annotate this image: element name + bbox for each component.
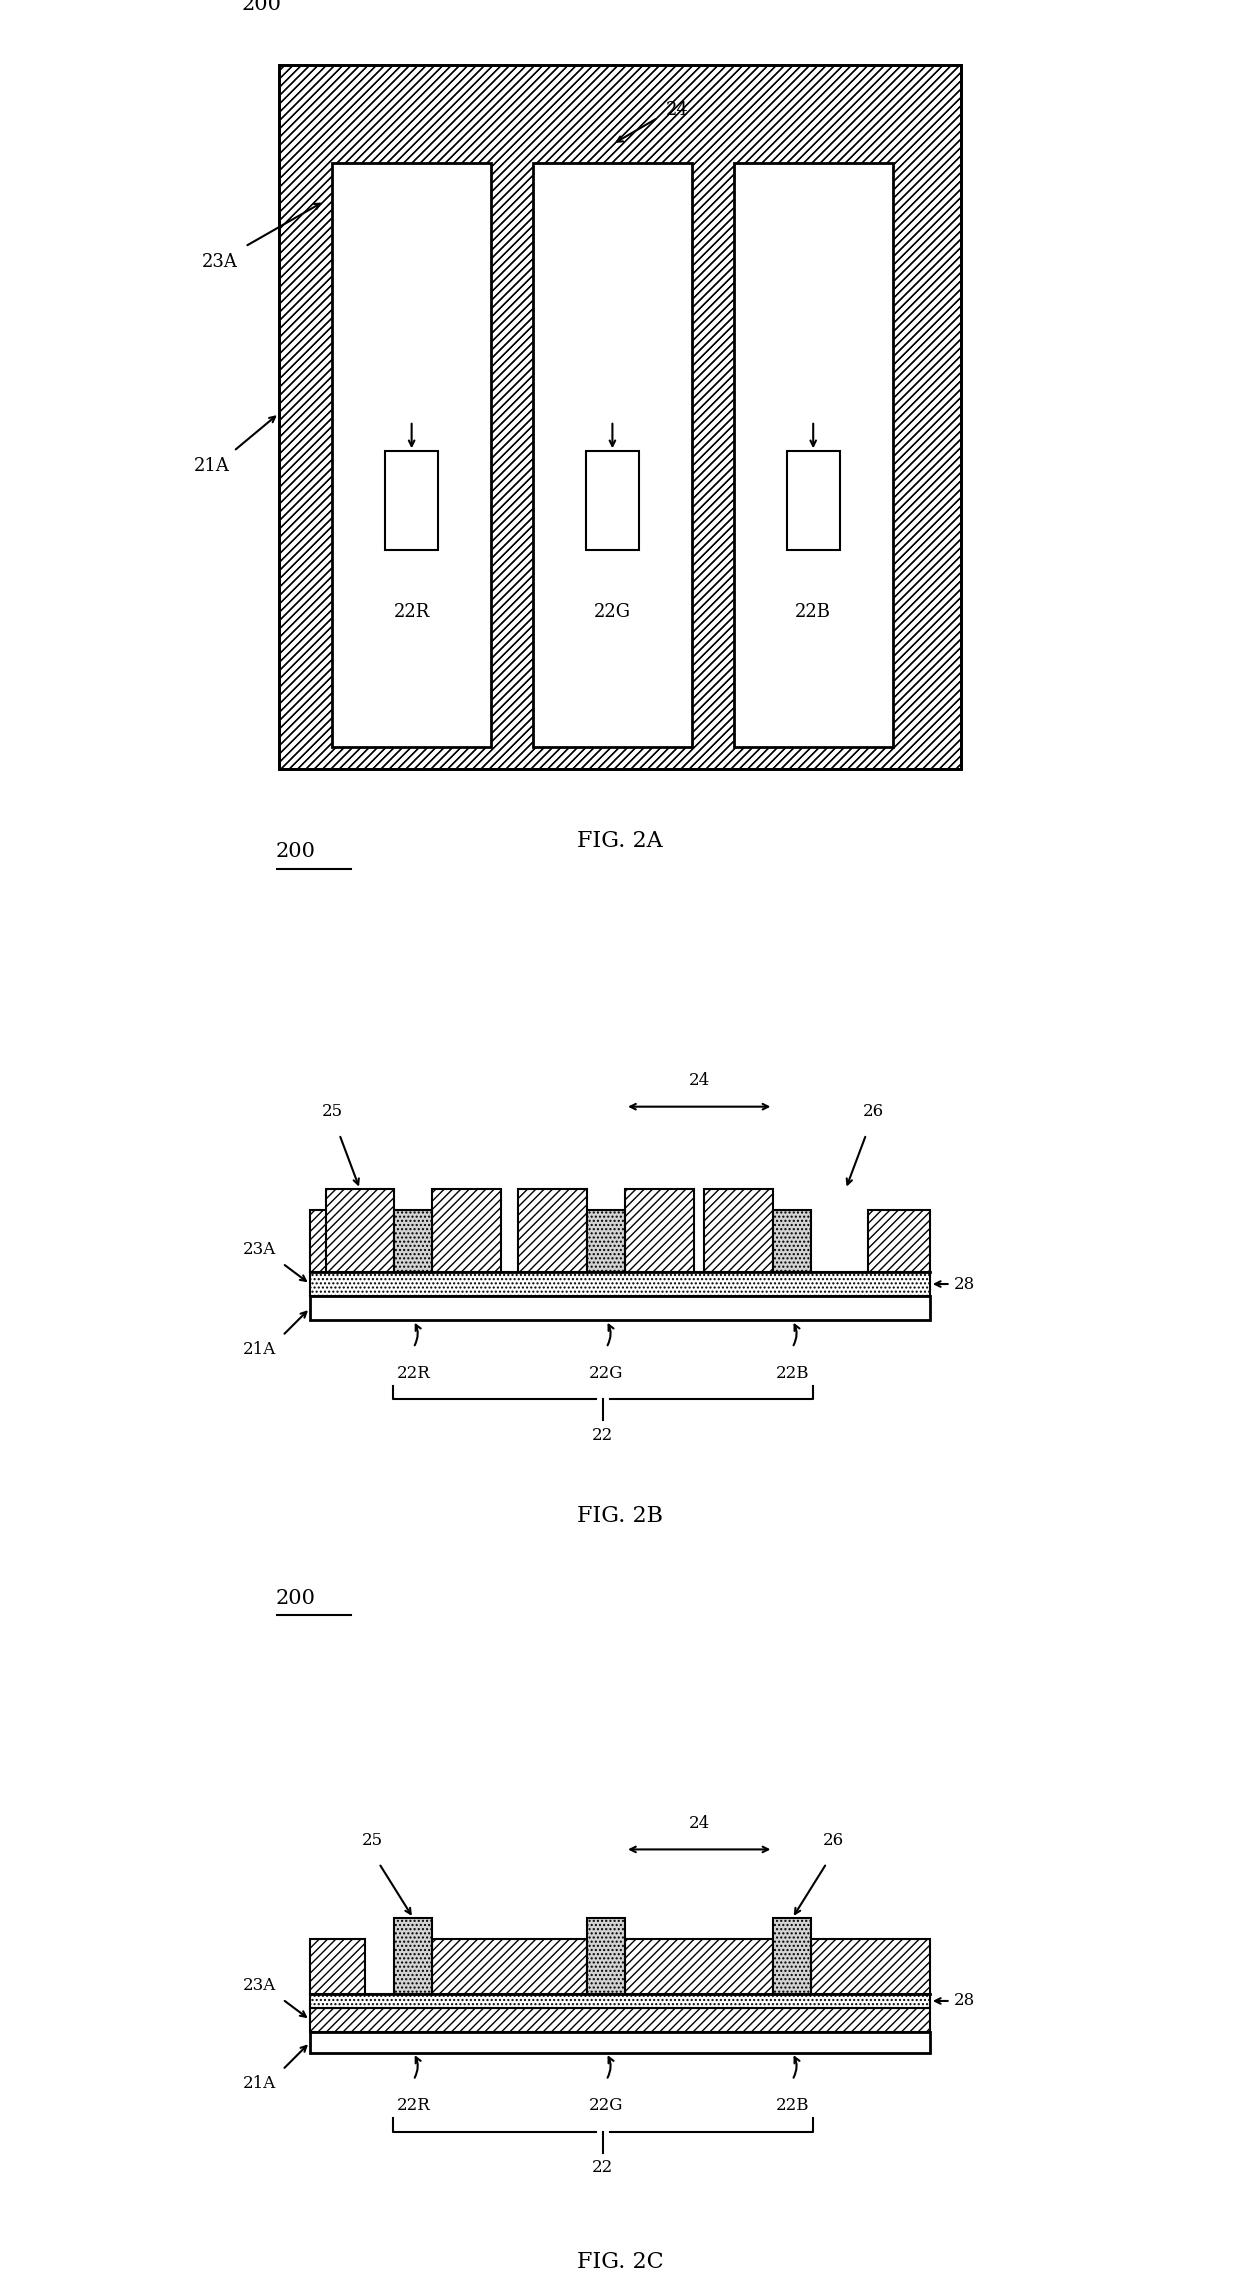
Bar [774,1919,811,1993]
Text: 21A: 21A [242,1341,275,1357]
Bar [433,1938,588,1993]
Bar [774,1210,811,1272]
Bar [310,2032,930,2053]
Bar [332,163,491,746]
Bar [310,1210,372,1272]
Text: 23A: 23A [201,253,237,271]
Text: 21A: 21A [242,2076,275,2092]
Text: 25: 25 [362,1832,383,1851]
Text: 22R: 22R [393,602,430,620]
Bar [588,1210,625,1272]
Text: 23A: 23A [242,1977,275,1993]
Text: 22: 22 [593,1426,614,1444]
Bar [326,1189,394,1272]
Bar [394,1919,433,1993]
Text: 22G: 22G [589,2099,624,2115]
Bar [394,1210,433,1272]
Bar [811,1938,930,1993]
Text: FIG. 2A: FIG. 2A [577,829,663,852]
Bar [587,450,639,549]
Bar [310,1295,930,1320]
Text: 21A: 21A [193,457,229,475]
Bar [734,163,893,746]
Text: 200: 200 [275,1589,316,1607]
Text: 22B: 22B [775,2099,808,2115]
Bar [310,1272,930,1295]
Bar [310,2007,930,2032]
Bar [786,450,839,549]
Text: 26: 26 [863,1104,884,1120]
Bar [310,1938,365,1993]
Text: 22G: 22G [589,1364,624,1382]
Text: 25: 25 [322,1104,343,1120]
Text: 24: 24 [688,1816,709,1832]
Text: 23A: 23A [242,1242,275,1258]
Text: FIG. 2C: FIG. 2C [577,2250,663,2273]
Bar [433,1189,501,1272]
Text: 200: 200 [241,0,281,14]
Text: 24: 24 [688,1072,709,1088]
Text: 28: 28 [954,1993,976,2009]
Bar [310,1993,930,2007]
Bar [588,1919,625,1993]
Text: 28: 28 [954,1277,976,1293]
Bar [704,1189,774,1272]
Text: 24: 24 [666,101,688,119]
Text: 26: 26 [823,1832,844,1851]
Bar [533,163,692,746]
Text: 22R: 22R [397,1364,430,1382]
Text: 200: 200 [275,843,316,861]
Bar [386,450,438,549]
Text: FIG. 2B: FIG. 2B [577,1504,663,1527]
Text: 22B: 22B [795,602,831,620]
Bar [625,1189,694,1272]
Bar [868,1210,930,1272]
Text: 22: 22 [593,2158,614,2177]
Bar [518,1189,588,1272]
Text: 22G: 22G [594,602,631,620]
Text: 22B: 22B [775,1364,808,1382]
Text: 22R: 22R [397,2099,430,2115]
Bar [625,1938,774,1993]
